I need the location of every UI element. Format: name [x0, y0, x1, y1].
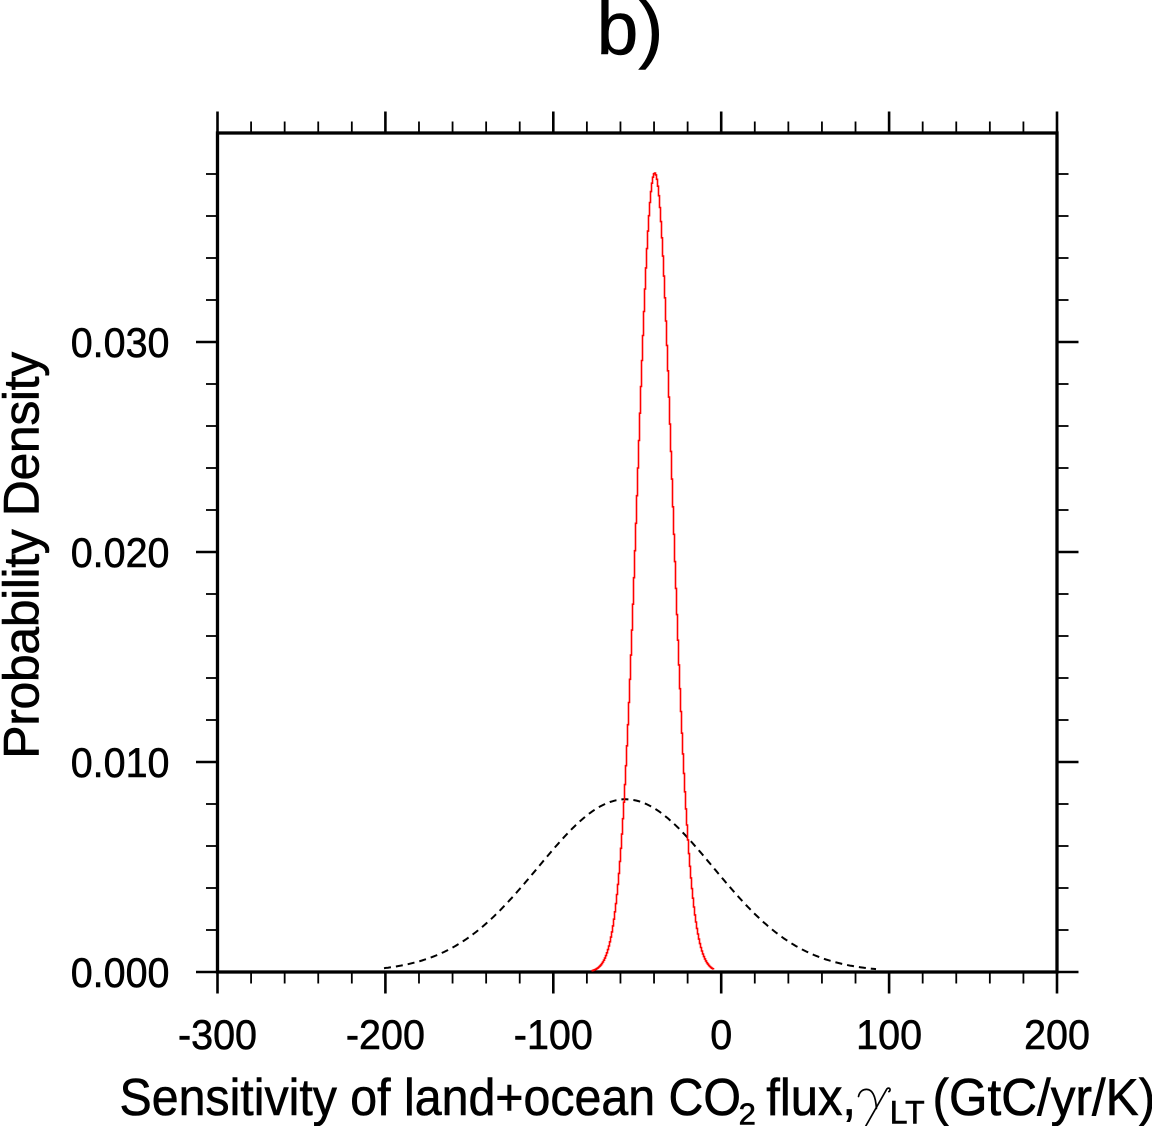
svg-text:100: 100 — [856, 1011, 922, 1058]
svg-text:-300: -300 — [178, 1011, 257, 1058]
svg-text:-200: -200 — [346, 1011, 425, 1058]
svg-text:b): b) — [597, 0, 664, 70]
svg-text:Sensitivity of land+ocean CO: Sensitivity of land+ocean CO — [120, 1068, 741, 1126]
svg-text:(GtC/yr/K): (GtC/yr/K) — [933, 1068, 1152, 1126]
svg-text:Probability Density: Probability Density — [0, 352, 50, 759]
svg-text:0: 0 — [710, 1011, 732, 1058]
svg-text:2: 2 — [739, 1096, 756, 1126]
svg-text:200: 200 — [1024, 1011, 1090, 1058]
svg-text:LT: LT — [890, 1094, 925, 1126]
svg-text:-100: -100 — [514, 1011, 593, 1058]
svg-text:0.020: 0.020 — [71, 529, 170, 576]
svg-text:flux,: flux, — [766, 1068, 856, 1126]
svg-text:0.000: 0.000 — [71, 949, 170, 996]
svg-text:0.030: 0.030 — [71, 319, 170, 366]
svg-text:0.010: 0.010 — [71, 739, 170, 786]
